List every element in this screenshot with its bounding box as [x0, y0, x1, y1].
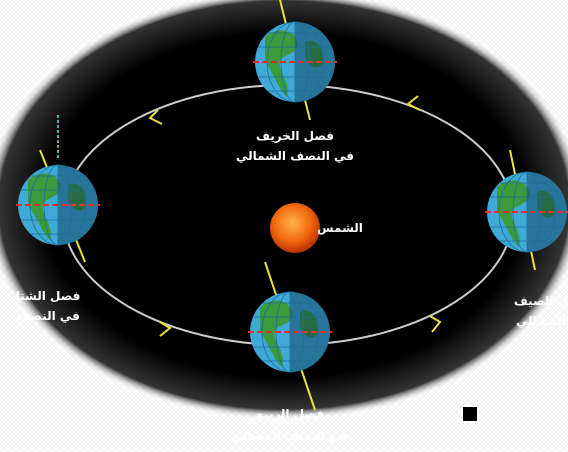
- earth-winter: [15, 115, 101, 263]
- autumn-subtitle: في النصف الشمالي: [236, 149, 354, 163]
- earth-spring: [247, 261, 333, 411]
- orbit-arrows: [148, 95, 442, 337]
- bullet: [461, 405, 479, 423]
- spring-subtitle: في النصف الشمالي: [231, 429, 349, 443]
- autumn-title: فصل الخريف: [256, 129, 334, 143]
- earth-summer: [484, 149, 568, 271]
- summer-subtitle: الشمالي: [516, 314, 566, 328]
- winter-subtitle: في النصف: [16, 309, 80, 323]
- earth-autumn: [252, 0, 338, 121]
- summer-title: ل الصيف: [514, 294, 568, 308]
- sun-label: الشمس: [317, 221, 363, 235]
- spring-title: فصل الربيع: [256, 407, 324, 421]
- sun: [270, 203, 320, 253]
- winter-title: فصل الشتا: [16, 289, 81, 303]
